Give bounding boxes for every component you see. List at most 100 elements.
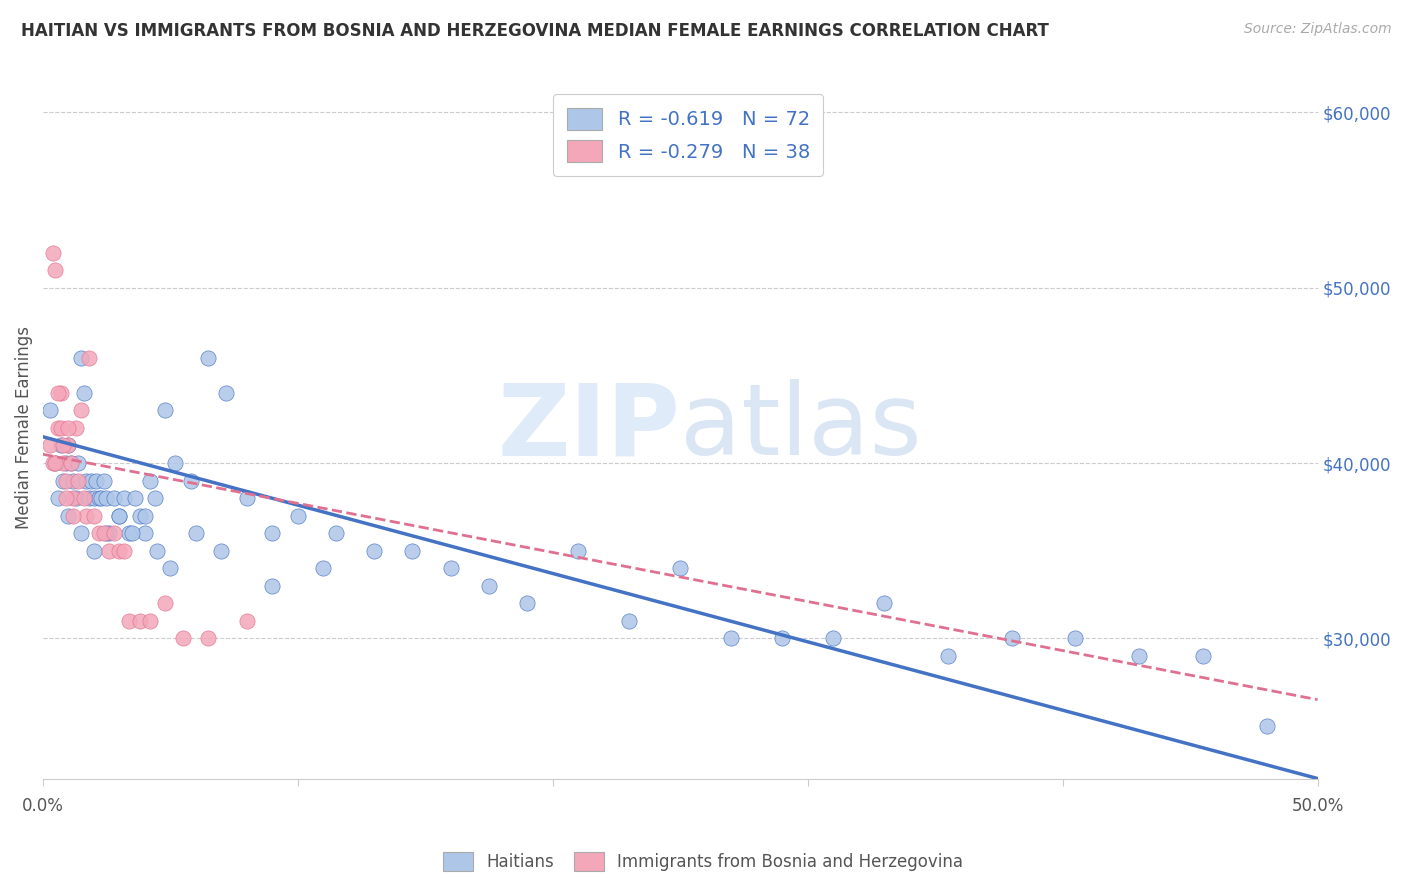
Point [65,491,87,505]
Point [87,526,110,541]
Text: Source: ZipAtlas.com: Source: ZipAtlas.com [1244,22,1392,37]
Point [58,438,80,452]
Point [67,474,90,488]
Point [42,245,65,260]
Point [62,508,84,523]
Point [401,543,423,558]
Point [146,543,169,558]
Point [197,632,219,646]
Point [98,526,121,541]
Point [1191,648,1213,663]
Point [312,561,335,575]
Point [83,543,105,558]
Point [52,438,75,452]
Point [165,456,187,470]
Point [197,351,219,365]
Point [1000,632,1022,646]
Point [1128,648,1150,663]
Point [72,491,94,505]
Point [62,491,84,505]
Point [108,508,131,523]
Point [159,561,181,575]
Point [67,456,90,470]
Point [44,456,66,470]
Point [75,508,97,523]
Legend: R = -0.619   N = 72, R = -0.279   N = 38: R = -0.619 N = 72, R = -0.279 N = 38 [554,95,824,176]
Point [215,385,238,400]
Point [77,491,100,505]
Point [128,614,150,628]
Point [823,632,845,646]
Point [55,456,77,470]
Point [75,474,97,488]
Point [121,526,143,541]
Point [134,526,156,541]
Point [55,491,77,505]
Point [617,614,640,628]
Point [103,526,125,541]
Point [72,385,94,400]
Point [262,526,284,541]
Point [172,632,194,646]
Point [90,491,112,505]
Point [52,456,75,470]
Point [440,561,463,575]
Point [98,543,121,558]
Point [108,543,131,558]
Text: HAITIAN VS IMMIGRANTS FROM BOSNIA AND HERZEGOVINA MEDIAN FEMALE EARNINGS CORRELA: HAITIAN VS IMMIGRANTS FROM BOSNIA AND HE… [21,22,1049,40]
Point [118,614,141,628]
Point [46,421,69,435]
Point [46,491,69,505]
Point [70,351,93,365]
Point [112,491,135,505]
Point [87,491,110,505]
Point [58,508,80,523]
Point [83,508,105,523]
Point [49,438,72,452]
Point [42,456,65,470]
Point [184,526,207,541]
Text: atlas: atlas [681,379,922,476]
Point [143,491,166,505]
Point [209,543,232,558]
Point [55,474,77,488]
Point [235,614,257,628]
Point [936,648,959,663]
Point [65,421,87,435]
Legend: Haitians, Immigrants from Bosnia and Herzegovina: Haitians, Immigrants from Bosnia and Her… [434,843,972,880]
Point [59,456,82,470]
Point [873,596,896,610]
Point [96,526,118,541]
Point [124,491,146,505]
Point [39,403,62,417]
Point [49,385,72,400]
Point [669,561,692,575]
Point [516,596,538,610]
Point [80,474,103,488]
Point [139,614,162,628]
Point [93,474,115,488]
Point [287,508,309,523]
Y-axis label: Median Female Earnings: Median Female Earnings [15,326,32,530]
Point [70,526,93,541]
Point [153,403,176,417]
Point [118,526,141,541]
Point [44,263,66,277]
Point [567,543,589,558]
Point [39,438,62,452]
Point [325,526,347,541]
Point [83,491,105,505]
Point [46,385,69,400]
Point [1256,719,1278,733]
Point [235,491,257,505]
Point [139,474,162,488]
Point [128,508,150,523]
Point [478,579,501,593]
Point [108,508,131,523]
Point [58,438,80,452]
Point [103,491,125,505]
Point [49,421,72,435]
Point [1064,632,1087,646]
Point [58,421,80,435]
Point [180,474,202,488]
